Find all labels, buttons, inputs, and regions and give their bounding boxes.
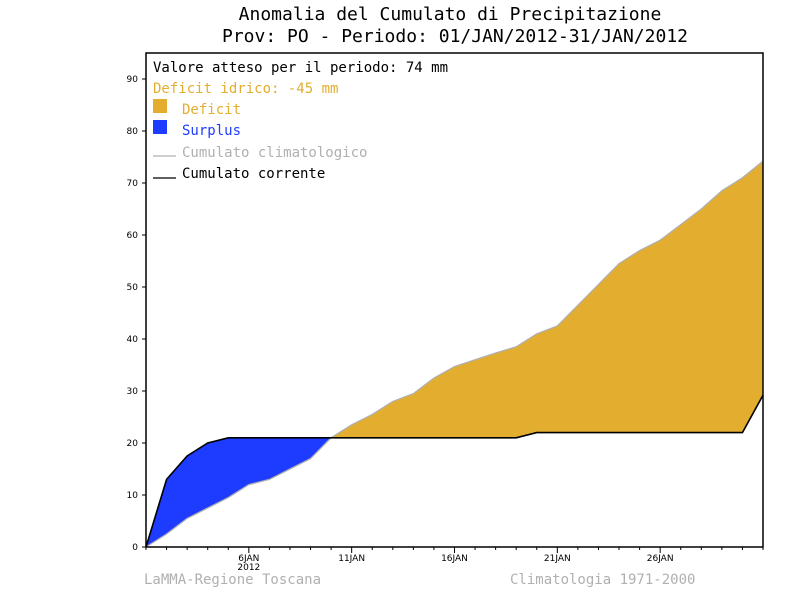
x-tick-label-6: 6JAN bbox=[238, 554, 259, 564]
climatological-line bbox=[145, 160, 764, 548]
legend-deficit-swatch bbox=[153, 99, 167, 113]
y-tick-label-20: 20 bbox=[127, 439, 139, 449]
chart-subtitle: Prov: PO - Periodo: 01/JAN/2012-31/JAN/2… bbox=[222, 26, 688, 47]
current-line bbox=[145, 394, 764, 548]
deficit-area-1 bbox=[331, 161, 763, 438]
y-tick-label-50: 50 bbox=[127, 283, 139, 293]
chart-title: Anomalia del Cumulato di Precipitazione bbox=[239, 4, 662, 25]
x-tick-label-11: 11JAN bbox=[338, 554, 365, 564]
y-tick-label-10: 10 bbox=[127, 491, 139, 501]
footer-source: LaMMA-Regione Toscana bbox=[144, 572, 321, 588]
footer-climatology: Climatologia 1971-2000 bbox=[510, 572, 695, 588]
x-tick-sublabel-6: 2012 bbox=[237, 563, 260, 573]
y-tick-label-0: 0 bbox=[132, 543, 138, 553]
legend-climatological-label: Cumulato climatologico bbox=[182, 145, 367, 161]
legend-surplus-label: Surplus bbox=[182, 123, 241, 139]
legend: Valore atteso per il periodo: 74 mm Defi… bbox=[153, 60, 448, 182]
x-tick-label-16: 16JAN bbox=[441, 554, 468, 564]
y-tick-label-60: 60 bbox=[127, 231, 139, 241]
y-tick-label-70: 70 bbox=[127, 179, 139, 189]
x-tick-label-21: 21JAN bbox=[544, 554, 571, 564]
y-tick-label-40: 40 bbox=[127, 335, 139, 345]
legend-expected-value: Valore atteso per il periodo: 74 mm bbox=[153, 60, 448, 76]
legend-deficit-value: Deficit idrico: -45 mm bbox=[153, 81, 338, 97]
surplus-area-0 bbox=[146, 437, 332, 547]
legend-deficit-label: Deficit bbox=[182, 102, 241, 118]
legend-surplus-swatch bbox=[153, 120, 167, 134]
plot-lines bbox=[145, 160, 764, 548]
x-tick-label-26: 26JAN bbox=[647, 554, 674, 564]
y-tick-label-90: 90 bbox=[127, 75, 139, 85]
legend-current-label: Cumulato corrente bbox=[182, 166, 325, 182]
plot-fills bbox=[146, 161, 763, 547]
y-tick-label-30: 30 bbox=[127, 387, 139, 397]
y-tick-label-80: 80 bbox=[127, 127, 139, 137]
